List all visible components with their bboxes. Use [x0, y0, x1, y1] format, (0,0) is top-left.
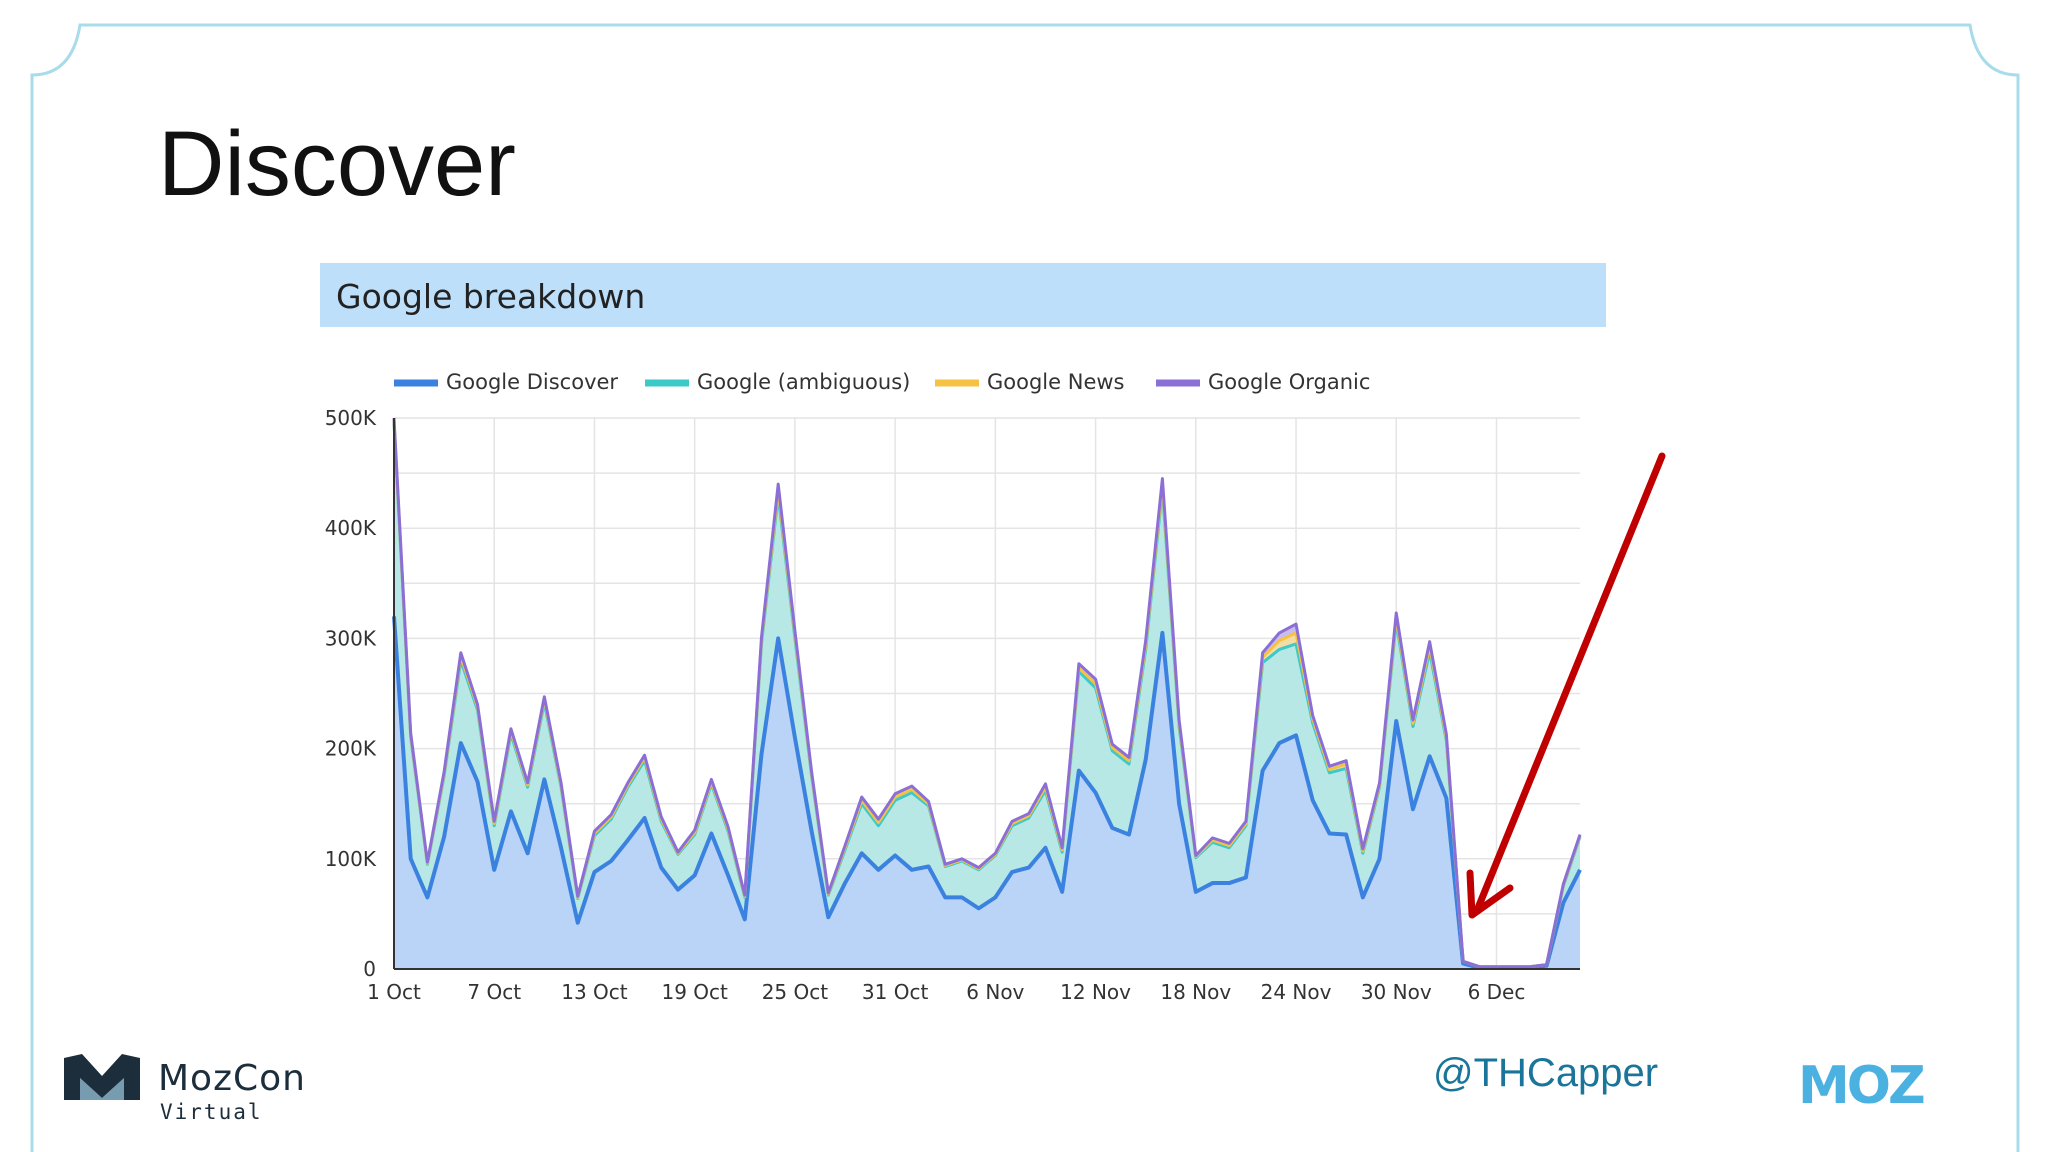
x-tick-label: 6 Dec [1468, 980, 1526, 1004]
mozcon-subtitle: Virtual [160, 1100, 263, 1124]
annotation-arrow [1466, 452, 1666, 919]
series-line-google-organic [392, 417, 1582, 969]
arrow-shaft [1474, 452, 1666, 912]
series-line-google-discover [392, 616, 1582, 970]
chart-lines [392, 417, 1582, 970]
y-tick-label: 500K [325, 406, 377, 430]
y-tick-label: 300K [325, 626, 377, 650]
moz-wordmark: MOZ [1798, 1056, 1926, 1116]
moz-logo: MOZ [1798, 1056, 1926, 1116]
legend-label: Google Discover [446, 370, 618, 394]
mozcon-logo: MozCon Virtual [62, 1050, 305, 1124]
legend-label: Google News [987, 370, 1124, 394]
y-tick-label: 0 [363, 957, 376, 981]
x-tick-label: 31 Oct [862, 980, 929, 1004]
y-tick-label: 400K [325, 516, 377, 540]
x-tick-label: 24 Nov [1261, 980, 1332, 1004]
arrow-head-icon [1466, 869, 1514, 919]
x-tick-label: 25 Oct [762, 980, 829, 1004]
x-tick-label: 6 Nov [966, 980, 1024, 1004]
twitter-handle: @THCapper [1433, 1051, 1659, 1095]
chart-legend: Google Discover Google (ambiguous) Google … [394, 370, 1370, 394]
chart-axes: 0 100K 200K 300K 400K 500K 1 Oct 7 Oct 13 Oct 19 … [325, 406, 1580, 1004]
x-tick-label: 1 Oct [367, 980, 421, 1004]
legend-label: Google (ambiguous) [697, 370, 910, 394]
x-tick-label: 13 Oct [561, 980, 628, 1004]
slide-title: Discover [158, 113, 516, 215]
mozcon-m-icon [64, 1054, 140, 1100]
x-tick-label: 18 Nov [1160, 980, 1231, 1004]
chart-title: Google breakdown [336, 277, 646, 316]
x-tick-label: 7 Oct [467, 980, 521, 1004]
slide-border [30, 23, 2020, 1152]
mozcon-wordmark: MozCon [158, 1058, 306, 1099]
x-tick-label: 19 Oct [661, 980, 728, 1004]
y-tick-label: 200K [325, 737, 377, 761]
chart-header: Google breakdown [320, 263, 1606, 327]
x-tick-label: 30 Nov [1361, 980, 1432, 1004]
legend-label: Google Organic [1208, 370, 1370, 394]
x-tick-label: 12 Nov [1060, 980, 1131, 1004]
y-tick-label: 100K [325, 847, 377, 871]
